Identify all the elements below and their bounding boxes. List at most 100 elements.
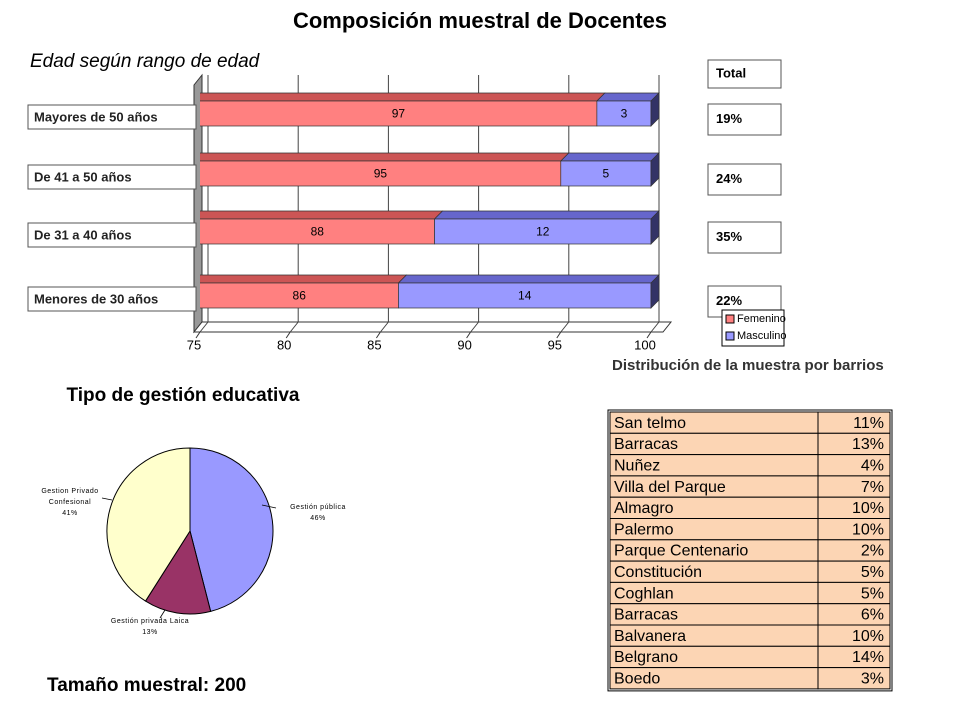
category-label-text: Mayores de 50 años — [34, 109, 158, 124]
tick-mark — [285, 331, 291, 339]
tick-mark — [375, 331, 381, 339]
table-cell-text: Almagro — [614, 500, 674, 517]
total-box — [707, 163, 782, 196]
table-cell-text: Palermo — [614, 521, 674, 538]
table-cell-text: 4% — [861, 457, 884, 474]
category-box — [27, 286, 197, 312]
table-cell-text: 13% — [852, 436, 884, 453]
pie-value-label: 46% — [310, 515, 326, 522]
category-label: Menores de 30 años — [27, 286, 197, 312]
data-label: 5 — [603, 167, 610, 181]
category-box — [27, 164, 197, 190]
pie-value-label: 13% — [142, 629, 158, 636]
x-tick-label: 80 — [277, 337, 291, 352]
total-box — [707, 221, 782, 254]
bar-front — [434, 218, 652, 245]
bar-segment — [596, 92, 660, 127]
x-tick-label: 90 — [457, 337, 471, 352]
data-label: 88 — [311, 225, 325, 239]
bar-top — [200, 274, 408, 284]
table-cell-text: Parque Centenario — [614, 543, 748, 560]
pie-label: Gestión pública — [290, 504, 346, 511]
bar-top — [559, 152, 660, 162]
table-cell-text: 7% — [861, 479, 884, 496]
total-box — [707, 103, 782, 136]
table-cell-text: 10% — [852, 521, 884, 538]
bar-front — [560, 160, 652, 187]
table-cell-text: 2% — [861, 543, 884, 560]
slide-title: Composición muestral de Docentes — [293, 8, 667, 33]
pie-slice — [189, 447, 274, 613]
bar-top — [397, 274, 660, 284]
category-label: De 31 a 40 años — [27, 222, 197, 248]
bar-segment — [433, 210, 660, 245]
table-cell-text: Balvanera — [614, 628, 686, 645]
x-tick-label: 85 — [367, 337, 381, 352]
bar-front — [596, 100, 652, 127]
table-cell-text: Constitución — [614, 564, 702, 581]
x-tick-label: 95 — [548, 337, 562, 352]
bar-segment — [200, 152, 570, 187]
footer: Tamaño muestral: 200 — [47, 675, 246, 696]
table-cell-text: 5% — [861, 564, 884, 581]
bar-side — [650, 210, 660, 245]
leader-line — [261, 504, 277, 509]
category-label-text: De 31 a 40 años — [34, 227, 132, 242]
tick-mark — [195, 331, 201, 339]
category-label-text: Menores de 30 años — [34, 291, 158, 306]
totals-header: Total — [716, 65, 746, 80]
table-cell-text: Barracas — [614, 436, 678, 453]
table-cell-text: 10% — [852, 500, 884, 517]
bar-title: Edad según rango de edad — [30, 51, 261, 72]
table-cell — [817, 667, 891, 690]
bars — [200, 92, 660, 309]
x-tick-label: 75 — [187, 337, 201, 352]
x-tick-label: 100 — [634, 337, 656, 352]
bar-segment — [559, 152, 660, 187]
category-label-text: De 41 a 50 años — [34, 169, 132, 184]
bar-top — [200, 152, 570, 162]
table-cell-text: San telmo — [614, 415, 686, 432]
pie-slice — [106, 447, 191, 602]
table-cell-text: 6% — [861, 607, 884, 624]
legend-swatch — [725, 314, 735, 324]
data-label: 86 — [293, 289, 307, 303]
leader-line — [101, 497, 113, 501]
data-label: 12 — [536, 225, 550, 239]
total-label: 19% — [716, 111, 742, 126]
bar-segment — [200, 92, 606, 127]
category-box — [27, 104, 197, 130]
data-label: 95 — [374, 167, 388, 181]
tick-mark — [556, 331, 562, 339]
legend-swatch — [725, 331, 735, 341]
pie-label: Gestion Privado Confesional — [41, 488, 99, 506]
leader-line — [159, 609, 166, 619]
pie-value-label: 41% — [62, 510, 78, 517]
total-label: 24% — [716, 171, 742, 186]
table-cell-text: 3% — [861, 670, 884, 687]
table-cell-text: Coghlan — [614, 585, 674, 602]
table-cell-text: Boedo — [614, 670, 660, 687]
bar-front — [200, 100, 598, 127]
floor — [192, 321, 673, 333]
table-cell-text: Belgrano — [614, 649, 678, 666]
bar-side — [650, 274, 660, 309]
pie-slice — [144, 529, 212, 615]
data-label: 97 — [392, 107, 406, 121]
data-label: 14 — [518, 289, 532, 303]
data-label: 3 — [621, 107, 628, 121]
bar-segment — [200, 274, 408, 309]
bar-top — [200, 92, 606, 102]
totals-header-box — [707, 59, 782, 89]
bar-front — [398, 282, 652, 309]
tick-mark — [466, 331, 472, 339]
table-cell-text: 11% — [853, 415, 884, 432]
table-cell-text: Villa del Parque — [614, 479, 726, 496]
category-label: Mayores de 50 años — [27, 104, 197, 130]
table-cell-text: 10% — [852, 628, 884, 645]
table-cell-text: Barracas — [614, 607, 678, 624]
pie-title: Tipo de gestión educativa — [67, 385, 300, 406]
tick-mark — [646, 331, 652, 339]
